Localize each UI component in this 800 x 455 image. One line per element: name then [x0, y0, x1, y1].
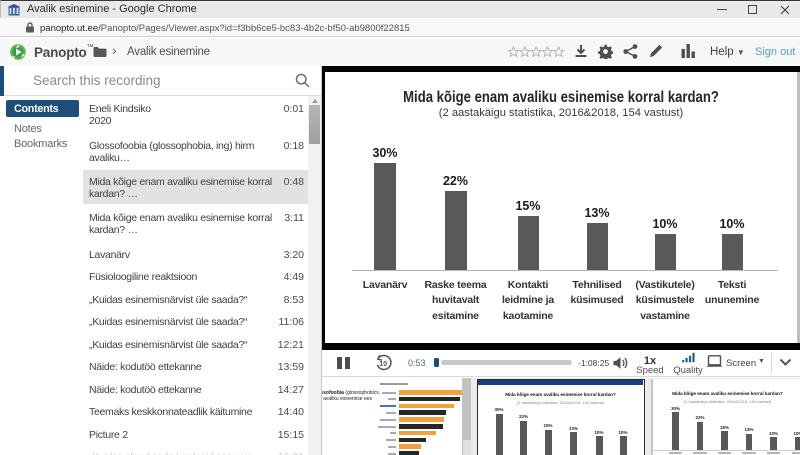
svg-text:10: 10: [379, 361, 387, 368]
